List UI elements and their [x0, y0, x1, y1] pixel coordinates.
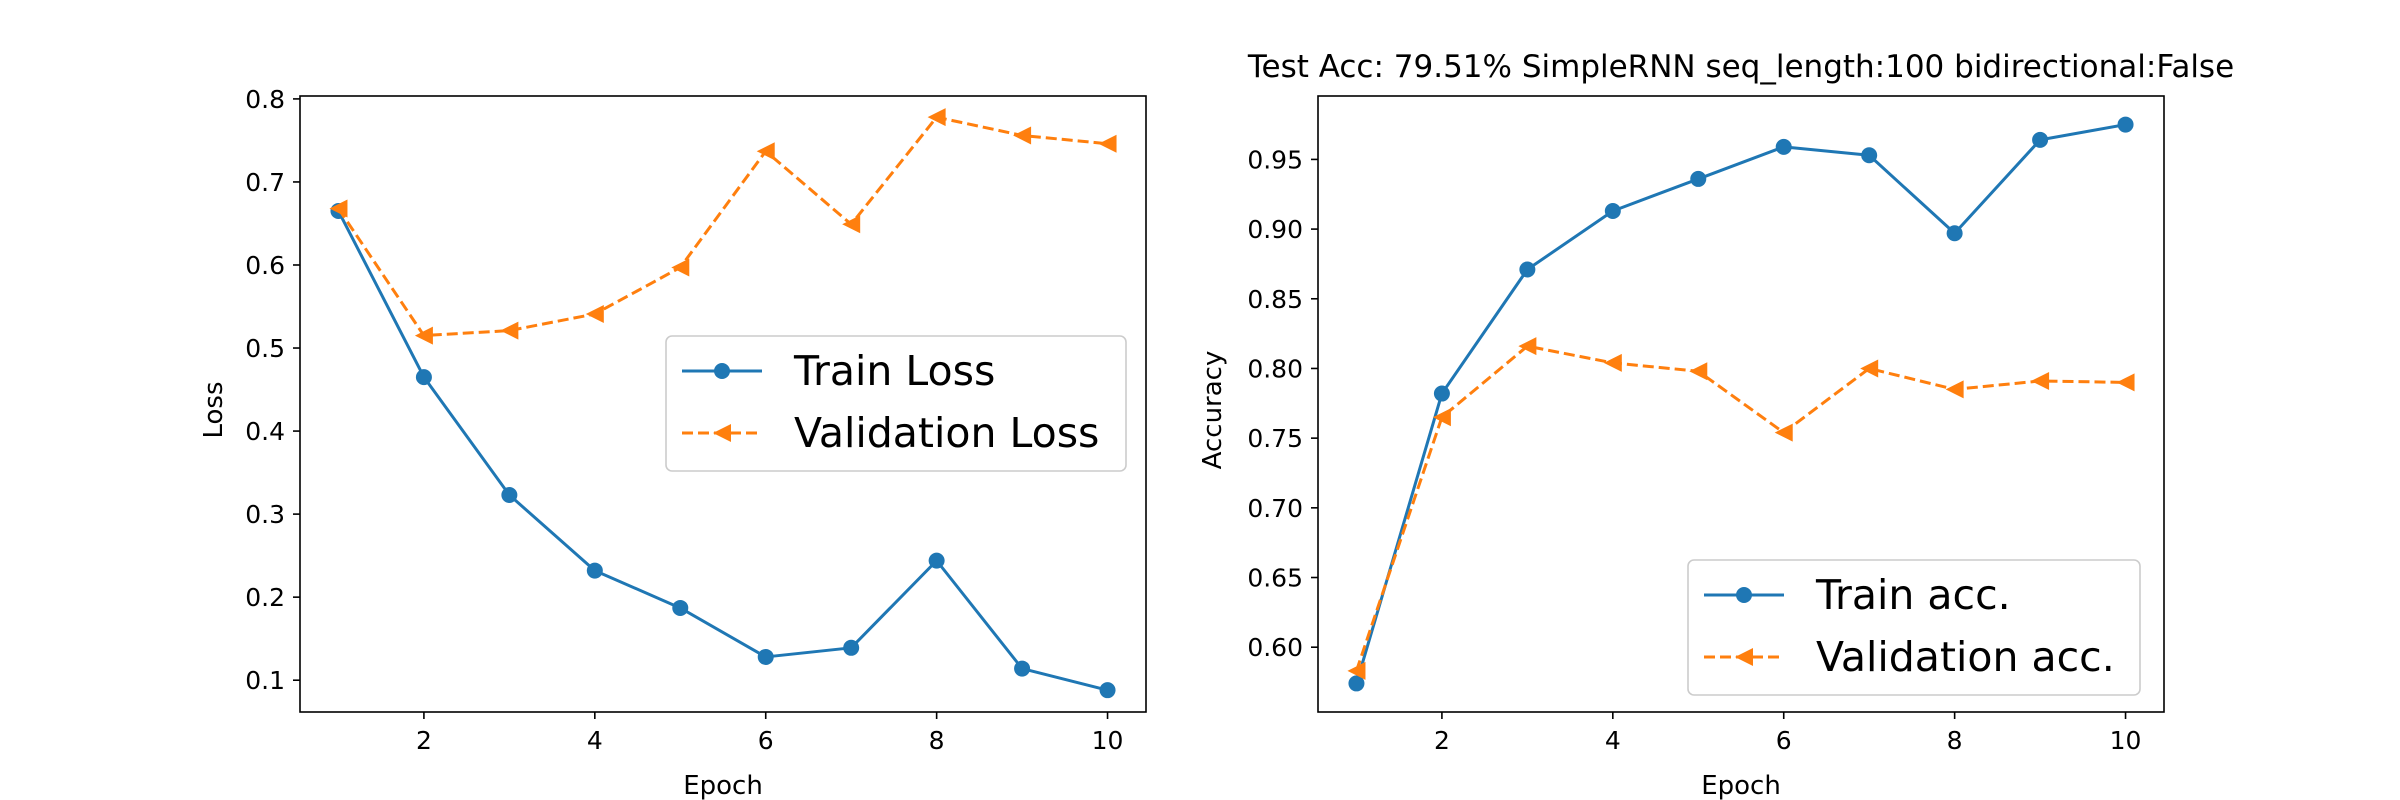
accuracy-y-tick-label: 0.70	[1247, 494, 1303, 523]
accuracy-data-point	[1775, 138, 1792, 155]
loss-x-tick-label: 8	[929, 726, 945, 755]
loss-legend: Train Loss Validation Loss	[665, 335, 1127, 472]
accuracy-y-tick-label: 0.60	[1247, 633, 1303, 662]
loss-x-tick-label: 4	[587, 726, 603, 755]
loss-data-point	[843, 639, 860, 656]
accuracy-x-tick-label: 2	[1434, 726, 1450, 755]
loss-data-point	[414, 326, 433, 345]
accuracy-data-point	[1348, 675, 1365, 692]
accuracy-x-axis-label: Epoch	[1701, 771, 1781, 800]
accuracy-y-tick-label: 0.75	[1247, 424, 1303, 453]
accuracy-data-point	[1604, 202, 1621, 219]
loss-data-point	[1013, 126, 1032, 145]
accuracy-data-point	[1774, 423, 1793, 442]
accuracy-data-point	[1690, 170, 1707, 187]
loss-x-tick-label: 2	[416, 726, 432, 755]
accuracy-x-tick-label: 4	[1605, 726, 1621, 755]
accuracy-x-tick-label: 10	[2110, 726, 2142, 755]
loss-x-tick-label: 6	[758, 726, 774, 755]
loss-data-point	[671, 258, 690, 277]
loss-y-tick-label: 0.5	[245, 334, 285, 363]
accuracy-data-point	[2031, 372, 2050, 391]
loss-x-tick-label: 10	[1092, 726, 1124, 755]
loss-data-point	[415, 369, 432, 386]
loss-y-tick-label: 0.1	[245, 666, 285, 695]
accuracy-series-line-1	[1355, 344, 2126, 672]
loss-data-point	[928, 552, 945, 569]
accuracy-chart: Test Acc: 79.51% SimpleRNN seq_length:10…	[1198, 49, 2234, 800]
loss-data-point	[586, 562, 603, 579]
accuracy-y-tick-label: 0.80	[1247, 354, 1303, 383]
loss-data-point	[927, 108, 946, 127]
accuracy-legend: Train acc. Validation acc.	[1687, 559, 2141, 696]
accuracy-series-line-0	[1355, 123, 2126, 684]
accuracy-data-point	[1518, 337, 1537, 356]
accuracy-axes-frame	[1317, 95, 2165, 713]
accuracy-data-point	[1861, 147, 1878, 164]
accuracy-x-tick-label: 8	[1947, 726, 1963, 755]
accuracy-legend-label: Train acc.	[1815, 571, 2011, 619]
loss-data-point	[501, 487, 518, 504]
loss-legend-label: Validation Loss	[794, 409, 1099, 457]
accuracy-legend-box	[1687, 559, 2141, 696]
loss-axes-frame	[299, 95, 1147, 713]
accuracy-data-point	[1519, 261, 1536, 278]
loss-legend-box	[665, 335, 1127, 472]
loss-y-tick-label: 0.8	[245, 85, 285, 114]
accuracy-y-tick-label: 0.85	[1247, 285, 1303, 314]
accuracy-data-point	[2117, 116, 2134, 133]
accuracy-data-point	[1347, 661, 1366, 680]
accuracy-data-point	[2116, 373, 2135, 392]
loss-data-point	[1014, 660, 1031, 677]
accuracy-x-tick-label: 6	[1776, 726, 1792, 755]
loss-data-point	[1098, 134, 1117, 153]
loss-y-axis-label: Loss	[199, 381, 229, 438]
loss-y-tick-label: 0.2	[245, 583, 285, 612]
accuracy-y-tick-label: 0.65	[1247, 564, 1303, 593]
accuracy-data-point	[1860, 359, 1879, 378]
accuracy-legend-label: Validation acc.	[1816, 633, 2115, 681]
accuracy-data-point	[1432, 408, 1451, 427]
loss-y-tick-label: 0.6	[245, 251, 285, 280]
accuracy-data-point	[2032, 131, 2049, 148]
loss-y-tick-label: 0.3	[245, 500, 285, 529]
loss-data-point	[756, 142, 775, 161]
loss-y-tick-label: 0.4	[245, 417, 285, 446]
loss-chart: Epoch Loss 2 4 6 8 10 0.1 0.2 0.3 0.4 0.5 0.6 0.7 0.…	[199, 85, 1147, 800]
accuracy-legend-marker	[1736, 587, 1752, 603]
loss-data-point	[500, 321, 519, 340]
loss-series-line-1	[337, 115, 1108, 338]
accuracy-y-axis-label: Accuracy	[1198, 351, 1228, 470]
loss-data-point	[842, 215, 861, 234]
loss-x-axis-label: Epoch	[683, 771, 763, 800]
loss-legend-marker	[714, 363, 730, 379]
loss-data-point	[757, 648, 774, 665]
accuracy-data-point	[1945, 380, 1964, 399]
accuracy-data-point	[1946, 225, 1963, 242]
accuracy-data-point	[1603, 353, 1622, 372]
loss-data-point	[1099, 682, 1116, 699]
accuracy-data-point	[1689, 362, 1708, 381]
loss-data-point	[672, 599, 689, 616]
loss-data-point	[329, 199, 348, 218]
loss-legend-marker	[713, 424, 731, 442]
accuracy-chart-title: Test Acc: 79.51% SimpleRNN seq_length:10…	[1247, 49, 2234, 85]
accuracy-y-tick-label: 0.90	[1247, 215, 1303, 244]
loss-legend-label: Train Loss	[793, 347, 995, 395]
accuracy-data-point	[1433, 385, 1450, 402]
loss-series-line-0	[337, 210, 1108, 692]
loss-data-point	[585, 304, 604, 323]
accuracy-y-tick-label: 0.95	[1247, 145, 1303, 174]
accuracy-legend-marker	[1735, 648, 1753, 666]
loss-y-tick-label: 0.7	[245, 168, 285, 197]
